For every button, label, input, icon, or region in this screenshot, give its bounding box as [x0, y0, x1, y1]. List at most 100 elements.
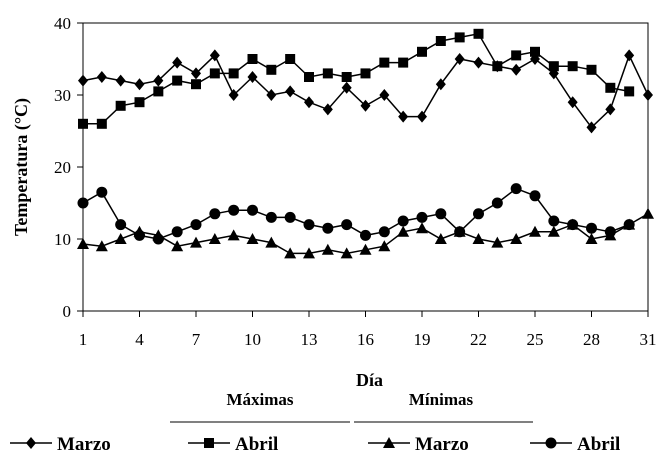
data-point [548, 61, 559, 72]
y-axis-title: Temperatura (°C) [11, 98, 32, 236]
data-point [416, 211, 428, 223]
data-point [379, 89, 390, 101]
data-point [624, 49, 635, 62]
data-point [510, 183, 522, 195]
data-point [397, 215, 409, 227]
data-point [567, 61, 578, 72]
data-point [398, 57, 409, 68]
data-point [172, 56, 183, 69]
y-tick-label: 10 [54, 230, 71, 249]
legend-entry: Abril [530, 434, 620, 455]
data-point [266, 64, 277, 75]
data-point [190, 236, 202, 248]
data-point [454, 226, 466, 238]
data-point [398, 110, 409, 123]
data-point [548, 215, 560, 227]
data-point [397, 225, 410, 237]
data-point [321, 243, 334, 255]
data-point [77, 238, 89, 250]
data-point [247, 71, 258, 83]
data-point [341, 81, 352, 94]
data-point [435, 208, 447, 220]
legend-entry: Abril [188, 434, 278, 455]
data-point [172, 75, 183, 86]
data-point [567, 219, 579, 231]
data-point [171, 240, 184, 252]
data-point [247, 54, 258, 64]
data-point [492, 61, 503, 72]
data-point [246, 233, 259, 244]
data-point [265, 211, 277, 223]
legend-marker [26, 437, 36, 449]
data-point [473, 28, 484, 39]
data-point [643, 89, 653, 101]
data-point [304, 96, 314, 109]
x-tick-label: 1 [79, 330, 88, 349]
y-tick-label: 20 [54, 158, 71, 177]
data-point [266, 89, 277, 101]
data-point [341, 72, 352, 82]
series-line [83, 32, 630, 125]
y-tick-label: 40 [54, 14, 71, 33]
data-point [472, 233, 485, 244]
data-point [284, 211, 296, 223]
data-point [586, 64, 597, 75]
data-point [228, 89, 239, 101]
data-point [95, 240, 108, 252]
data-point [228, 68, 239, 79]
x-tick-label: 28 [583, 330, 600, 349]
data-point [417, 110, 427, 123]
legend-entry: Marzo [10, 434, 111, 455]
y-tick-label: 30 [54, 86, 71, 105]
data-point [303, 247, 315, 259]
legend-marker [383, 437, 395, 448]
data-point [171, 226, 183, 238]
data-point [434, 233, 447, 244]
data-point [379, 57, 390, 68]
data-point [341, 219, 353, 231]
data-point [605, 103, 616, 116]
data-point [209, 208, 221, 220]
x-tick-label: 13 [301, 330, 318, 349]
data-point [265, 236, 278, 248]
series-máximas-abril [78, 28, 635, 129]
data-point [604, 226, 616, 238]
data-point [340, 247, 353, 259]
data-point [360, 99, 371, 112]
data-point [209, 68, 220, 79]
data-point [491, 197, 503, 209]
legend-layer: Máximas Mínimas Marzo Abril Marzo Abril [10, 390, 620, 455]
legend-group-label: Máximas [226, 390, 293, 409]
data-point [153, 74, 164, 87]
data-point [529, 225, 541, 237]
data-point [114, 233, 127, 244]
data-point [585, 233, 598, 244]
data-point [227, 229, 240, 241]
data-point [285, 85, 296, 98]
data-point [605, 82, 616, 93]
data-point [360, 229, 371, 241]
data-point [115, 74, 126, 87]
data-point [153, 86, 164, 97]
x-tick-label: 10 [244, 330, 261, 349]
data-point [228, 204, 240, 216]
legend-marker [204, 438, 214, 448]
data-point [511, 50, 522, 61]
data-point [247, 204, 258, 216]
data-point [96, 118, 107, 129]
series-máximas-marzo [78, 49, 653, 134]
data-point [152, 233, 164, 245]
data-point [134, 78, 145, 91]
data-point [208, 233, 221, 244]
data-point [435, 36, 446, 46]
data-point [134, 97, 145, 108]
data-point [510, 233, 523, 244]
data-point [547, 225, 560, 237]
data-point [623, 219, 635, 231]
legend-label: Abril [235, 434, 278, 454]
data-point [511, 63, 522, 76]
data-point [285, 54, 296, 64]
data-point [417, 46, 427, 57]
data-point [473, 208, 484, 220]
